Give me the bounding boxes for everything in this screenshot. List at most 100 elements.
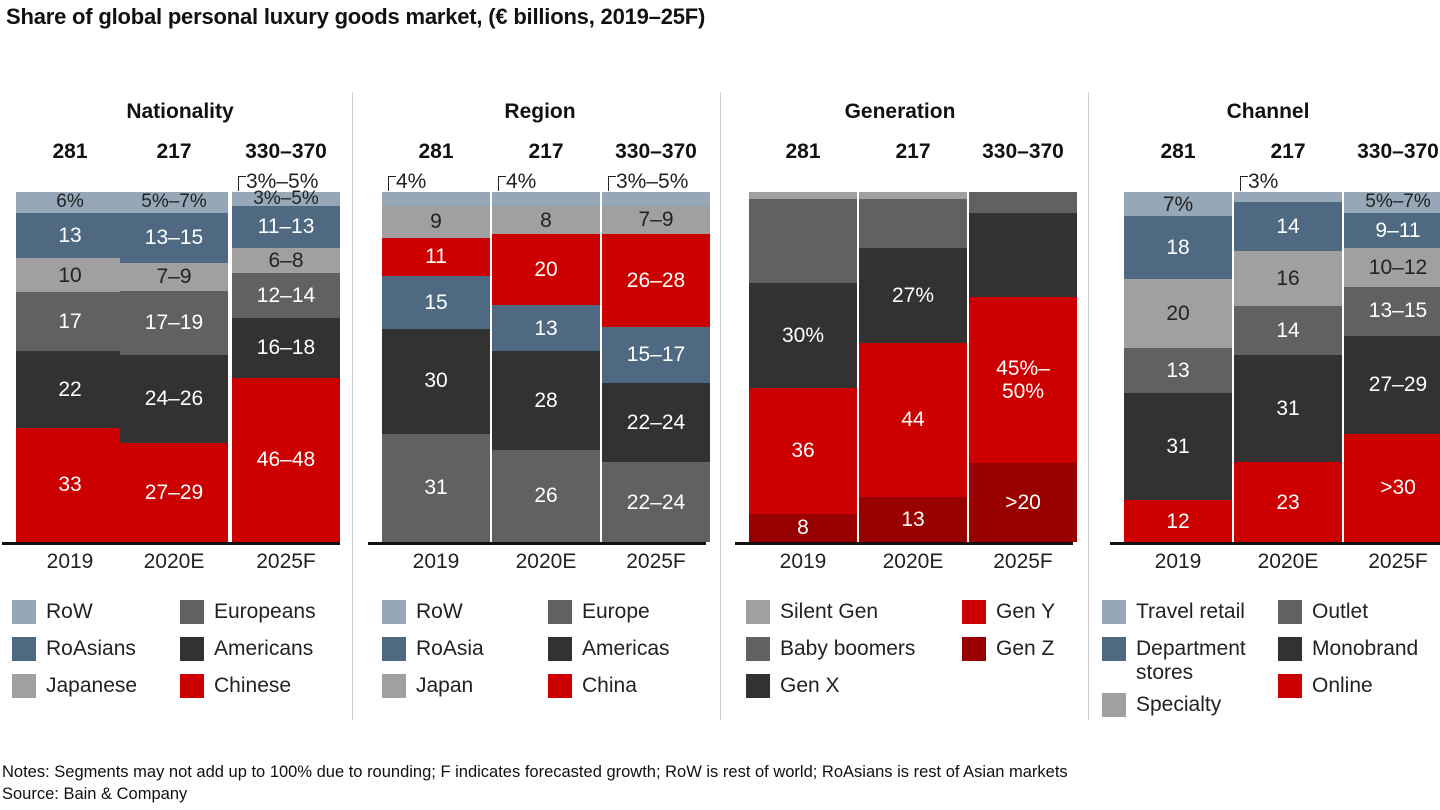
x-tick-label: 2020E [515, 550, 577, 573]
legend-label: Outlet [1312, 600, 1369, 623]
data-label: 9 [430, 210, 442, 234]
bar-segment-baby-boomers [969, 192, 1077, 213]
legend-item-baby-boomers: Baby boomers [746, 637, 915, 661]
callout-leader-line [388, 176, 396, 191]
legend-swatch [548, 600, 572, 624]
data-label: 7–9 [638, 208, 674, 232]
bar-segment-gen-z: 8 [749, 514, 857, 542]
data-label: 15 [424, 290, 448, 314]
legend-label: China [582, 674, 637, 697]
bar-total-label: 281 [418, 140, 454, 163]
data-label: 8 [540, 208, 552, 232]
bar-segment-monobrand: 27–29 [1344, 335, 1440, 434]
legend-item-gen-y: Gen Y [962, 600, 1055, 624]
bar-segment-chinese: 46–48 [232, 377, 340, 542]
callout-label: 4% [498, 170, 536, 194]
bar-segment-travel-retail: 5%–7% [1344, 191, 1440, 213]
bar-segment-specialty: 10–12 [1344, 248, 1440, 287]
bar-segment-online: >30 [1344, 433, 1440, 542]
data-label: 11 [425, 245, 447, 269]
data-label: 45%– 50% [996, 357, 1050, 404]
x-tick-label: 2025F [993, 550, 1053, 573]
bar-segment-gen-z: 13 [859, 496, 967, 542]
legend-swatch [12, 600, 36, 624]
bar-segment-chinese: 27–29 [120, 443, 228, 542]
panel-title: Channel [1226, 100, 1310, 123]
data-label: 26–28 [626, 268, 686, 292]
legend-item-japanese: Japanese [12, 674, 137, 698]
data-label: >30 [1380, 476, 1416, 500]
legend-label: Specialty [1136, 693, 1222, 716]
stacked-bar: 5%–7% 13–15 7–9 17–19 24–26 27–29 [120, 191, 228, 542]
callout-leader-line [1240, 176, 1248, 191]
bar-total-label: 330–370 [245, 140, 327, 163]
legend-item-japan: Japan [382, 674, 473, 698]
data-label: 10–12 [1368, 255, 1428, 279]
callout-text: 4% [396, 170, 427, 193]
bar-segment-travel-retail [1234, 192, 1342, 203]
data-label: 13 [58, 223, 82, 247]
legend-item-row: RoW [382, 600, 463, 624]
panel-generation: Generation 281 30% 36 8 2019 217 27% 44 13 2020E 33… [720, 90, 1080, 730]
data-label: 13–15 [144, 226, 204, 250]
callout-leader-line [238, 176, 246, 191]
bar-segment-outlet: 13–15 [1344, 286, 1440, 336]
data-label: 14 [1276, 215, 1300, 239]
x-axis-baseline [2, 542, 340, 545]
bar-segment-japanese: 7–9 [120, 262, 228, 291]
data-label: 31 [424, 476, 448, 500]
bar-segment-europeans: 17–19 [120, 290, 228, 355]
panel-title: Region [504, 100, 576, 123]
bar-segment-roasians: 11–13 [232, 206, 340, 248]
legend-item-outlet: Outlet [1278, 600, 1368, 624]
bar-segment-monobrand: 31 [1234, 354, 1342, 463]
x-tick-label: 2019 [1154, 550, 1202, 573]
data-label: 15–17 [626, 343, 686, 367]
data-label: 13 [1166, 358, 1190, 382]
x-axis-baseline [735, 542, 1073, 545]
legend-label: Gen Z [996, 637, 1055, 660]
legend-item-americas: Americas [548, 637, 670, 661]
callout-leader-line [608, 176, 616, 191]
x-tick-label: 2020E [143, 550, 205, 573]
legend-item-department-stores: Department stores [1102, 637, 1246, 685]
chart-title: Share of global personal luxury goods ma… [6, 4, 706, 29]
legend-item-americans: Americans [180, 637, 313, 661]
bar-segment-japan: 8 [492, 206, 600, 235]
x-tick-label: 2020E [882, 550, 944, 573]
bar-segment-specialty: 20 [1124, 278, 1232, 348]
legend-label: Department stores [1136, 637, 1246, 684]
bar-segment-europe: 22–24 [602, 462, 710, 542]
data-label: 5%–7% [1365, 191, 1431, 213]
data-label: 10 [58, 263, 82, 287]
legend-swatch [548, 674, 572, 698]
bar-segment-china: 26–28 [602, 233, 710, 328]
data-label: 6–8 [268, 248, 304, 272]
data-label: 27% [891, 283, 935, 307]
x-axis-baseline [1110, 542, 1440, 545]
bar-segment-monobrand: 31 [1124, 392, 1232, 501]
legend-swatch [382, 637, 406, 661]
legend-item-row: RoW [12, 600, 93, 624]
legend-item-specialty: Specialty [1102, 693, 1221, 717]
legend-swatch [1278, 674, 1302, 698]
bar-segment-gen-z: >20 [969, 463, 1077, 542]
stacked-bar: 7–9 26–28 15–17 22–24 22–24 [602, 192, 710, 542]
panel-title: Nationality [126, 100, 234, 123]
x-tick-label: 2019 [779, 550, 827, 573]
bar-segment-row [602, 192, 710, 206]
data-label: 30% [781, 323, 825, 347]
data-label: 36 [791, 439, 815, 463]
data-label: 17–19 [144, 311, 204, 335]
bar-segment-gen-y: 36 [749, 388, 857, 514]
bar-segment-roasians: 13–15 [120, 213, 228, 263]
legend-item-silent-gen: Silent Gen [746, 600, 878, 624]
legend-label: Europe [582, 600, 650, 623]
bar-segment-gen-y: 44 [859, 342, 967, 497]
legend-swatch [180, 674, 204, 698]
legend-label: Baby boomers [780, 637, 916, 660]
bar-segment-americans: 24–26 [120, 354, 228, 443]
bar-segment-roasia: 15 [382, 276, 490, 329]
bar-segment-row: 3%–5% [232, 188, 340, 208]
notes-text: Notes: Segments may not add up to 100% d… [2, 763, 1068, 781]
